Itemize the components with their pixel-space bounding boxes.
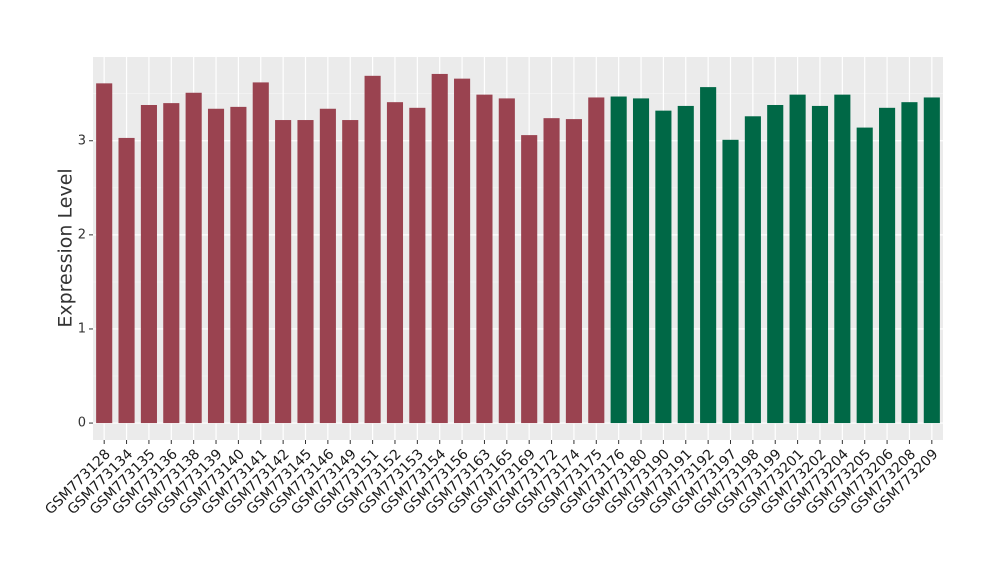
bar (565, 119, 582, 424)
bar (409, 107, 426, 424)
bar (588, 97, 605, 424)
bar (811, 105, 829, 424)
bar (610, 96, 627, 424)
y-tick-label: 3 (78, 133, 86, 148)
bar (454, 78, 471, 424)
bar (476, 94, 493, 424)
bar (543, 118, 560, 424)
bar (700, 87, 717, 424)
bar (342, 120, 359, 424)
bar (923, 97, 940, 424)
y-tick-label: 0 (78, 416, 86, 431)
bar (275, 120, 292, 424)
bar (364, 75, 381, 424)
bar (96, 83, 113, 424)
bar (879, 107, 896, 424)
bar (498, 98, 515, 424)
bar (386, 102, 404, 424)
bar (431, 73, 448, 424)
bar (252, 82, 269, 424)
bar (834, 94, 851, 424)
bar (297, 120, 314, 424)
bar (632, 98, 650, 424)
bar (230, 106, 247, 424)
bar (118, 137, 135, 424)
bar (163, 103, 180, 424)
bar (319, 108, 336, 424)
bar (185, 92, 202, 424)
bar (744, 116, 761, 424)
y-tick-label: 1 (78, 321, 86, 336)
y-tick-label: 2 (78, 227, 86, 242)
bar (207, 108, 225, 424)
bar (789, 94, 806, 424)
bar (722, 139, 739, 424)
y-axis-label: Expression Level (55, 168, 77, 327)
bar (856, 127, 873, 424)
bar (140, 104, 157, 424)
bar (677, 105, 694, 424)
bar (901, 102, 918, 424)
bar (655, 110, 672, 424)
bar (767, 104, 784, 424)
bar (521, 135, 538, 424)
